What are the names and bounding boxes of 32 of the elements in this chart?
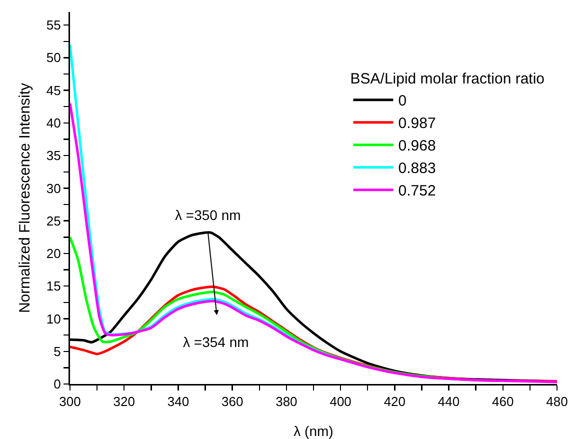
y-tick-label: 20 <box>46 246 61 262</box>
x-tick-label: 380 <box>276 394 298 410</box>
legend-label: 0.987 <box>398 115 436 132</box>
y-tick-label: 55 <box>46 18 61 33</box>
y-tick-label: 5 <box>54 344 61 359</box>
y-tick-label: 35 <box>46 148 61 164</box>
y-tick-label: 25 <box>46 213 61 228</box>
legend-label: 0 <box>398 92 407 110</box>
y-tick-label: 0 <box>54 376 61 392</box>
x-tick-label: 440 <box>438 394 460 410</box>
legend-label: 0.883 <box>398 160 436 178</box>
legend-title: BSA/Lipid molar fraction ratio <box>350 70 545 88</box>
x-tick-label: 400 <box>330 394 352 410</box>
y-tick-label: 15 <box>46 278 61 294</box>
y-tick-label: 40 <box>46 116 61 130</box>
x-tick-label: 340 <box>167 394 190 410</box>
annotation: λ =354 nm <box>183 334 249 350</box>
y-tick-label: 10 <box>46 311 61 326</box>
legend-label: 0.752 <box>398 182 436 200</box>
x-tick-label: 300 <box>59 394 81 410</box>
x-tick-label: 360 <box>221 394 244 410</box>
y-tick-label: 45 <box>46 82 61 98</box>
x-tick-label: 480 <box>546 394 568 410</box>
y-tick-label: 30 <box>46 180 61 196</box>
y-tick-label: 50 <box>46 50 61 66</box>
legend-label: 0.968 <box>398 138 436 155</box>
y-axis-title: Normalized Fluorescence Intensity <box>16 82 34 314</box>
x-tick-label: 460 <box>492 394 514 410</box>
x-axis-title: λ (nm) <box>294 423 334 439</box>
x-tick-label: 420 <box>384 394 406 410</box>
annotation: λ =350 nm <box>175 207 241 223</box>
x-tick-label: 320 <box>113 394 135 410</box>
